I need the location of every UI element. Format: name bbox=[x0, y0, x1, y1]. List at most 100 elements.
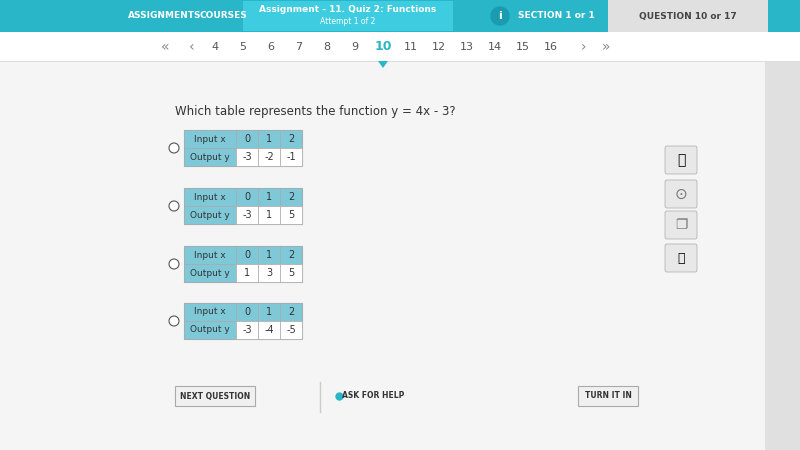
Text: 🖨: 🖨 bbox=[677, 153, 685, 167]
Bar bbox=[184, 246, 236, 264]
Text: ›: › bbox=[582, 40, 586, 54]
Circle shape bbox=[491, 7, 509, 25]
Text: 11: 11 bbox=[404, 42, 418, 52]
Text: -1: -1 bbox=[286, 152, 296, 162]
Text: SECTION 1 or 1: SECTION 1 or 1 bbox=[518, 12, 594, 21]
Bar bbox=[280, 188, 302, 206]
Bar bbox=[280, 264, 302, 282]
Bar bbox=[258, 188, 280, 206]
Text: 2: 2 bbox=[288, 250, 294, 260]
Text: Input x: Input x bbox=[194, 135, 226, 144]
Text: 0: 0 bbox=[244, 134, 250, 144]
Text: ‹: ‹ bbox=[189, 40, 195, 54]
Text: Input x: Input x bbox=[194, 193, 226, 202]
Text: 🎤: 🎤 bbox=[678, 252, 685, 265]
Text: 12: 12 bbox=[432, 42, 446, 52]
Text: ⊙: ⊙ bbox=[674, 186, 687, 202]
Text: 2: 2 bbox=[288, 307, 294, 317]
Bar bbox=[0, 0, 800, 32]
Text: 0: 0 bbox=[244, 250, 250, 260]
Text: 1: 1 bbox=[266, 210, 272, 220]
Text: -3: -3 bbox=[242, 210, 252, 220]
Text: -3: -3 bbox=[242, 152, 252, 162]
Text: -4: -4 bbox=[264, 325, 274, 335]
Bar bbox=[0, 61, 800, 62]
Text: 8: 8 bbox=[323, 42, 330, 52]
Bar bbox=[280, 206, 302, 224]
Bar bbox=[258, 246, 280, 264]
Text: 9: 9 bbox=[351, 42, 358, 52]
Text: 14: 14 bbox=[488, 42, 502, 52]
Text: 0: 0 bbox=[244, 192, 250, 202]
Bar bbox=[236, 188, 258, 206]
Circle shape bbox=[169, 143, 179, 153]
Bar bbox=[184, 130, 236, 148]
Text: «: « bbox=[161, 40, 170, 54]
Text: 2: 2 bbox=[288, 134, 294, 144]
Bar bbox=[236, 246, 258, 264]
Bar bbox=[280, 148, 302, 166]
Bar bbox=[184, 206, 236, 224]
Bar bbox=[236, 321, 258, 339]
Text: Output y: Output y bbox=[190, 269, 230, 278]
Text: 1: 1 bbox=[266, 250, 272, 260]
Bar bbox=[280, 303, 302, 321]
Text: 1: 1 bbox=[266, 192, 272, 202]
Bar bbox=[184, 264, 236, 282]
Bar bbox=[236, 303, 258, 321]
Text: 4: 4 bbox=[211, 42, 218, 52]
Bar bbox=[765, 0, 800, 450]
Text: 5: 5 bbox=[288, 210, 294, 220]
Text: Output y: Output y bbox=[190, 153, 230, 162]
Bar bbox=[236, 130, 258, 148]
Text: Assignment - 11. Quiz 2: Functions: Assignment - 11. Quiz 2: Functions bbox=[259, 5, 437, 14]
Bar bbox=[258, 206, 280, 224]
Text: 7: 7 bbox=[295, 42, 302, 52]
Circle shape bbox=[169, 201, 179, 211]
Text: QUESTION 10 or 17: QUESTION 10 or 17 bbox=[639, 12, 737, 21]
Text: NEXT QUESTION: NEXT QUESTION bbox=[180, 392, 250, 400]
Text: COURSES: COURSES bbox=[199, 12, 247, 21]
Text: Attempt 1 of 2: Attempt 1 of 2 bbox=[320, 18, 376, 27]
Text: ❐: ❐ bbox=[674, 218, 687, 232]
FancyBboxPatch shape bbox=[665, 211, 697, 239]
Bar bbox=[184, 303, 236, 321]
Text: »: » bbox=[602, 40, 610, 54]
Bar bbox=[184, 321, 236, 339]
Bar bbox=[280, 130, 302, 148]
FancyBboxPatch shape bbox=[665, 244, 697, 272]
Polygon shape bbox=[378, 61, 388, 68]
Bar bbox=[184, 148, 236, 166]
Bar bbox=[608, 0, 768, 32]
Text: 10: 10 bbox=[374, 40, 392, 54]
Bar bbox=[258, 321, 280, 339]
Text: 16: 16 bbox=[544, 42, 558, 52]
Bar bbox=[0, 32, 800, 62]
FancyBboxPatch shape bbox=[175, 386, 255, 406]
Text: Output y: Output y bbox=[190, 325, 230, 334]
Text: 1: 1 bbox=[244, 268, 250, 278]
Bar bbox=[236, 148, 258, 166]
FancyBboxPatch shape bbox=[665, 146, 697, 174]
Text: i: i bbox=[498, 11, 502, 21]
Text: 1: 1 bbox=[266, 134, 272, 144]
Text: ASSIGNMENTS: ASSIGNMENTS bbox=[128, 12, 202, 21]
Text: Which table represents the function y = 4x - 3?: Which table represents the function y = … bbox=[175, 105, 456, 118]
Bar bbox=[258, 264, 280, 282]
Bar bbox=[243, 1, 453, 31]
Text: 5: 5 bbox=[288, 268, 294, 278]
Bar bbox=[768, 0, 800, 32]
Text: 1: 1 bbox=[266, 307, 272, 317]
Text: Input x: Input x bbox=[194, 251, 226, 260]
Bar bbox=[258, 303, 280, 321]
Bar bbox=[236, 206, 258, 224]
Text: Output y: Output y bbox=[190, 211, 230, 220]
Text: 15: 15 bbox=[516, 42, 530, 52]
Bar bbox=[280, 321, 302, 339]
Text: -3: -3 bbox=[242, 325, 252, 335]
Bar bbox=[184, 188, 236, 206]
Text: 13: 13 bbox=[460, 42, 474, 52]
Bar bbox=[258, 148, 280, 166]
Circle shape bbox=[169, 259, 179, 269]
Text: 6: 6 bbox=[267, 42, 274, 52]
